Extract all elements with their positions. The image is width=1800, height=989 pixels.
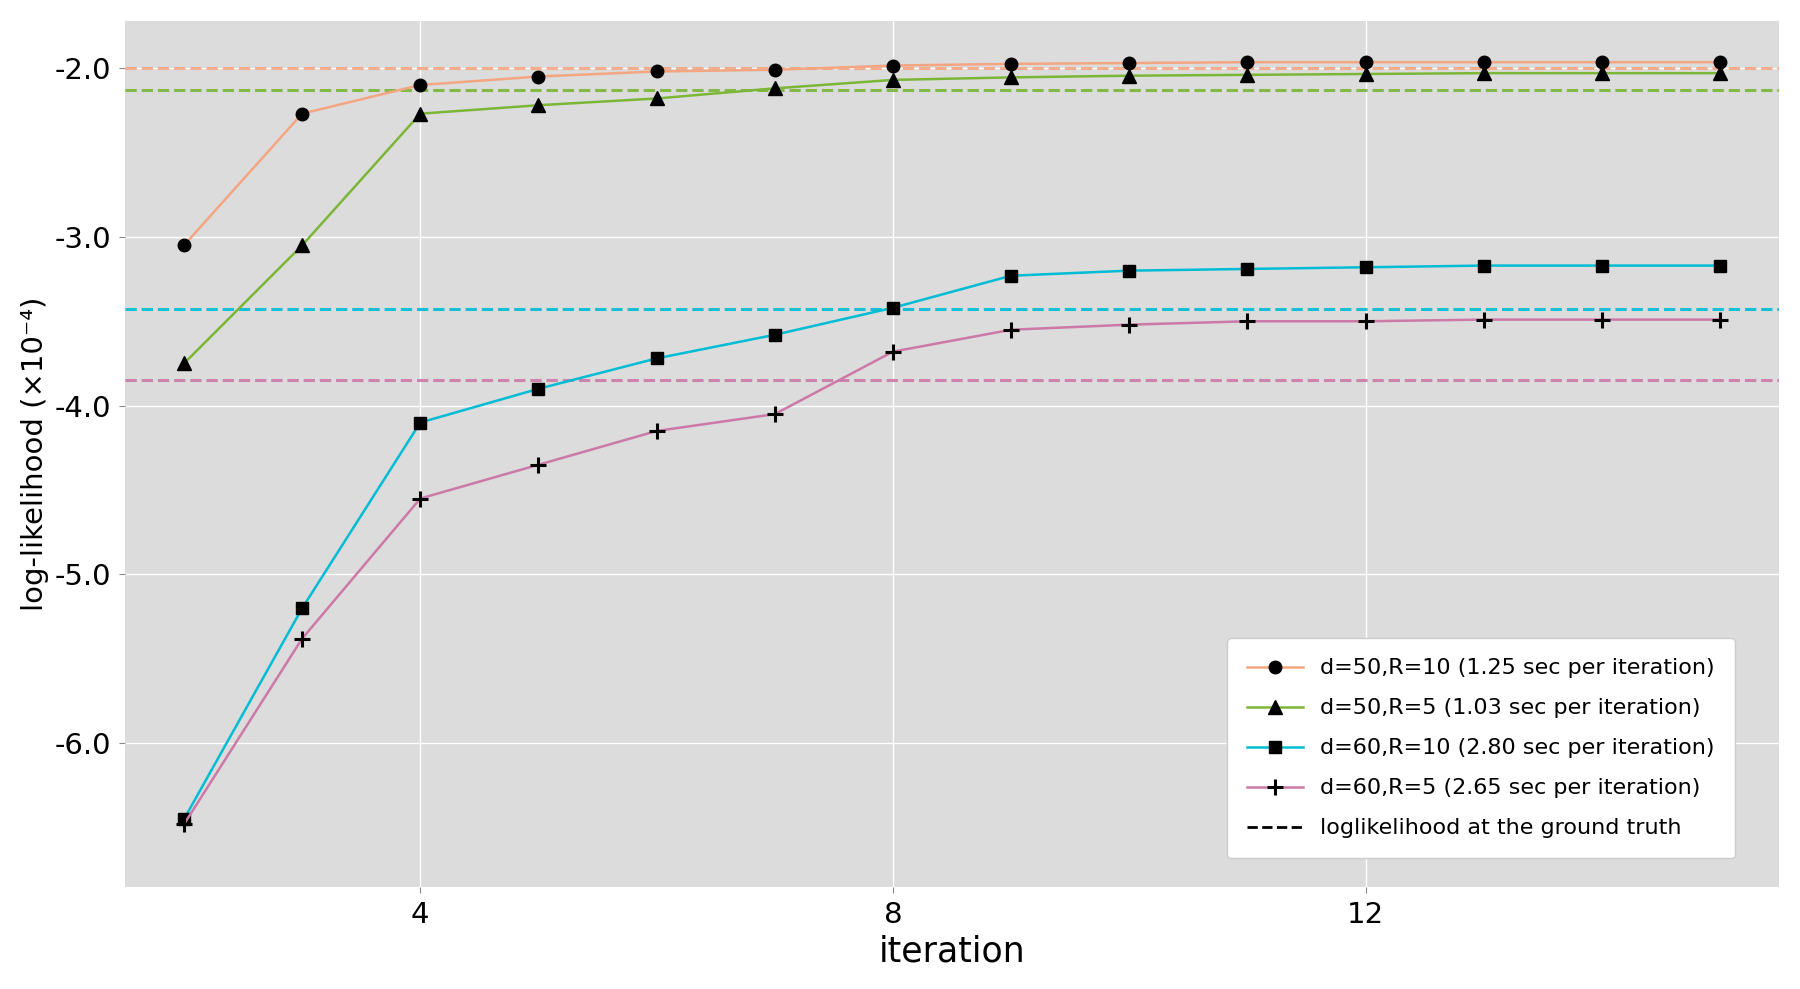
X-axis label: iteration: iteration: [878, 935, 1026, 968]
Legend: d=50,R=10 (1.25 sec per iteration), d=50,R=5 (1.03 sec per iteration), d=60,R=10: d=50,R=10 (1.25 sec per iteration), d=50…: [1228, 638, 1735, 858]
Y-axis label: log-likelihood (×10⁻⁴): log-likelihood (×10⁻⁴): [22, 297, 49, 611]
